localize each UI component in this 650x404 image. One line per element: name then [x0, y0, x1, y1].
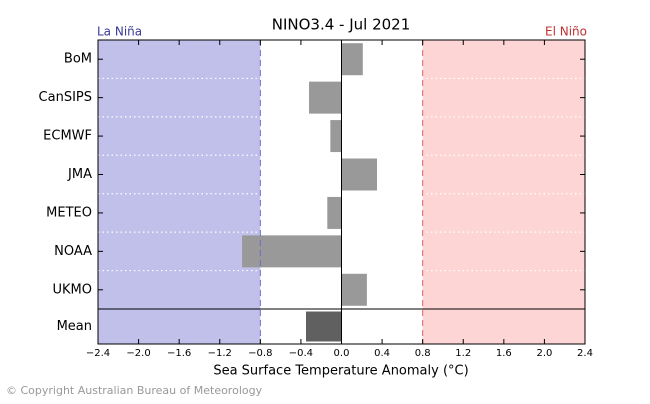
x-tick-label: −0.8: [248, 348, 272, 359]
y-tick-label: BoM: [64, 52, 92, 67]
bar: [330, 120, 342, 153]
x-tick-label: −2.0: [126, 348, 150, 359]
y-tick-label: ECMWF: [43, 129, 92, 144]
bar: [242, 235, 342, 268]
la-nina-region: [98, 40, 261, 344]
x-tick-label: −2.4: [86, 348, 110, 359]
x-tick-label: 2.4: [577, 348, 593, 359]
x-tick-label: 0.0: [334, 348, 350, 359]
x-axis-label: Sea Surface Temperature Anomaly (°C): [213, 364, 468, 379]
x-tick-label: 0.4: [374, 348, 390, 359]
bar: [341, 158, 378, 191]
x-tick-label: −1.2: [208, 348, 232, 359]
el-nino-region: [422, 40, 585, 344]
copyright: © Copyright Australian Bureau of Meteoro…: [6, 384, 263, 397]
y-tick-label: METEO: [46, 205, 92, 220]
y-tick-label: CanSIPS: [39, 90, 92, 105]
x-tick-label: 1.2: [455, 348, 471, 359]
x-tick-label: −1.6: [167, 348, 191, 359]
bar: [341, 273, 367, 306]
bar: [341, 43, 363, 76]
el-nino-label: El Niño: [545, 25, 587, 39]
y-tick-label: UKMO: [53, 282, 93, 297]
y-tick-label: Mean: [57, 319, 92, 334]
x-tick-label: 2.0: [536, 348, 552, 359]
y-tick-label: JMA: [67, 167, 92, 182]
x-tick-label: 0.8: [415, 348, 431, 359]
bar: [305, 311, 342, 342]
la-nina-label: La Niña: [97, 25, 142, 39]
x-tick-label: 1.6: [496, 348, 512, 359]
bar: [327, 196, 342, 229]
y-tick-label: NOAA: [54, 244, 92, 259]
x-tick-label: −0.4: [289, 348, 313, 359]
chart-title: NINO3.4 - Jul 2021: [272, 16, 411, 34]
bar: [309, 81, 342, 114]
